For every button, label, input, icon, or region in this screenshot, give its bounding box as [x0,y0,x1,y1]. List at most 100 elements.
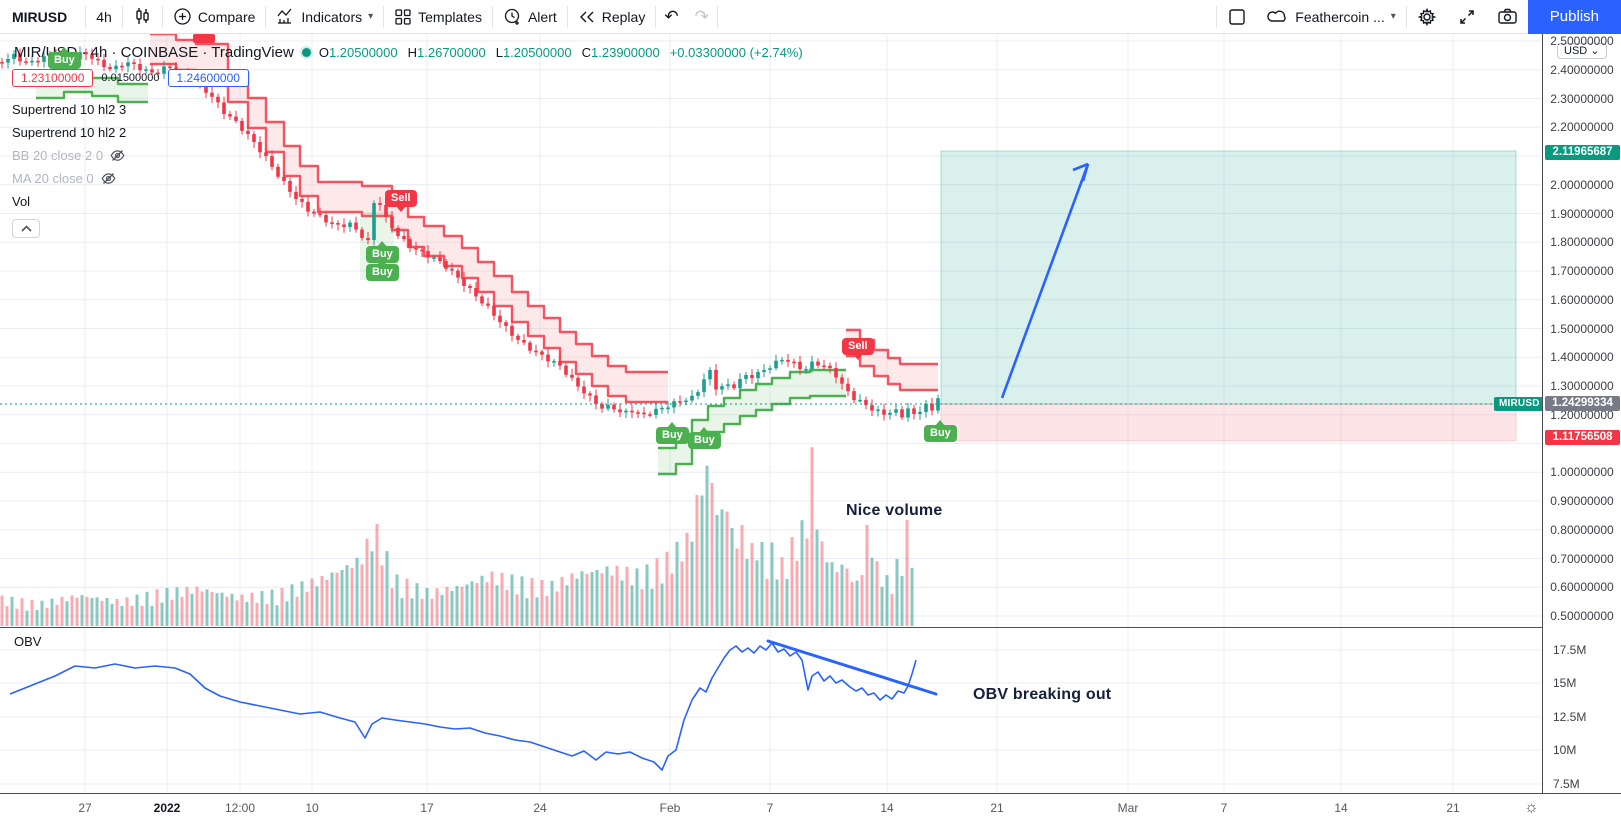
time-tick-label: Feb [659,801,681,815]
price-tick-label: 1.80000000 [1550,235,1614,250]
obv-tick-label: 17.5M [1553,643,1587,657]
obv-tick-label: 15M [1553,676,1577,690]
stop-order-price-label[interactable]: 1.23100000 [12,69,94,87]
legend-item-bb-2[interactable]: BB 20 close 2 0 [12,144,126,167]
price-tick-label: 0.50000000 [1550,609,1614,623]
time-tick-label: 24 [533,801,547,815]
time-tick-label: 7 [766,801,774,815]
chart-area[interactable]: MIR/USD · 4h · COINBASE · TradingView O1… [0,34,1545,793]
fullscreen-icon [1457,7,1477,27]
price-tick-label: 2.30000000 [1550,91,1614,106]
price-tick-label: 0.60000000 [1550,580,1614,595]
templates-button[interactable]: Templates [384,0,492,33]
legend-item-vol-4[interactable]: Vol [12,190,126,213]
price-tick-label: 1.30000000 [1550,379,1614,393]
legend-item-label: Vol [12,194,31,209]
buy-signal-label: Buy [924,420,957,442]
eye-off-icon[interactable] [101,171,116,186]
replay-button[interactable]: Replay [568,0,656,33]
obv-tick-label: 7.5M [1553,777,1580,791]
legend-item-ma-3[interactable]: MA 20 close 0 [12,167,126,190]
eye-off-icon[interactable] [110,148,125,163]
price-tick-label: 1.60000000 [1550,292,1614,307]
ohlc-item: O1.20500000 [318,45,398,60]
volume-annotation-text[interactable]: Nice volume [846,502,943,519]
alert-button[interactable]: Alert [493,0,567,33]
chevron-down-icon: ▾ [1390,11,1396,22]
candles-icon [133,7,152,26]
time-tick-label: 17 [420,801,434,815]
price-tick-label: 0.70000000 [1550,551,1614,566]
divider [383,5,385,28]
legend-item-supertrend-1[interactable]: Supertrend 10 hl2 2 [12,121,126,144]
time-axis[interactable]: ☼ 27 2022 12:00 10 17 24 Feb 7 14 21 Mar 7 14 21 [0,793,1621,827]
price-tick-label: 1.90000000 [1550,206,1614,221]
chevron-down-icon: ▾ [368,11,374,22]
chart-style-button[interactable] [123,0,162,33]
buy-signal-label: Buy [48,47,81,69]
publish-button[interactable]: Publish [1527,0,1621,34]
redo-button[interactable]: ↷ [694,6,709,26]
layout-button[interactable] [1217,0,1257,33]
legend-item-supertrend-0[interactable]: Supertrend 10 hl2 3 [12,98,126,121]
ohlc-values: O1.20500000 H1.26700000 L1.20500000 C1.2390… [319,45,803,60]
alert-clock-icon [503,7,522,26]
price-tick-label: 2.20000000 [1550,120,1614,135]
divider [1405,5,1407,28]
interval-button[interactable]: 4h [96,8,112,25]
time-tick-label: 27 [78,801,92,815]
order-spread-label: 0.01500000 [101,72,160,84]
time-tick-label: 7 [1220,801,1228,815]
divider [265,5,267,28]
buy-signal-label: Buy [656,422,689,444]
undo-button[interactable]: ↶ [664,6,679,26]
price-chart-canvas [0,34,1542,793]
price-badge-stop: 1.11756508 [1545,430,1620,445]
price-tick-label: 1.70000000 [1550,264,1614,278]
ohlc-item: +0.03300000 (+2.74%) [669,45,803,60]
pane-separator[interactable] [0,627,1621,628]
chart-legend-header[interactable]: MIR/USD · 4h · COINBASE · TradingView O1… [14,44,803,61]
divider [655,5,657,28]
settings-button[interactable] [1407,0,1447,33]
fullscreen-button[interactable] [1447,0,1487,33]
cloud-icon [1267,8,1289,26]
legend-item-label: Supertrend 10 hl2 3 [12,102,127,117]
time-tick-label: Mar [1117,801,1139,815]
time-tick-label: 12:00 [224,801,256,815]
symbol-button[interactable]: MIRUSD [12,8,68,25]
obv-annotation-text[interactable]: OBV breaking out [973,686,1112,703]
sell-signal-label: Sell [842,338,874,360]
price-tick-label: 0.80000000 [1550,522,1614,537]
price-axis[interactable]: USD ⌄ 2.50000000 2.40000000 2.30000000 2.20… [1542,34,1621,793]
time-tick-label: 21 [1446,801,1460,815]
price-tick-label: 1.50000000 [1550,321,1614,336]
buy-signal-label: Buy [688,427,721,449]
price-tick-label: 1.20000000 [1550,407,1614,422]
ohlc-item: C1.23900000 [581,45,660,60]
market-status-dot [301,48,311,57]
gear-icon [1417,7,1437,27]
obv-pane-label[interactable]: OBV [14,634,42,649]
indicators-button[interactable]: Indicators ▾ [266,0,383,33]
compare-button[interactable]: Compare [163,0,266,33]
price-tick-label: 2.40000000 [1550,62,1614,77]
legend-item-label: BB 20 close 2 0 [12,148,104,163]
sell-signal-label: Sell [385,190,417,212]
divider [566,5,568,28]
save-layout-button[interactable]: Feathercoin ... ▾ [1257,0,1406,33]
indicators-icon [276,7,295,26]
currency-unit-selector[interactable]: USD ⌄ [1557,43,1607,59]
time-tick-label: 10 [305,801,319,815]
snapshot-button[interactable] [1487,0,1528,33]
axis-settings-icon[interactable]: ☼ [1524,799,1539,816]
top-toolbar: MIRUSD 4h Compare In [0,0,1621,34]
limit-order-price-label[interactable]: 1.24600000 [167,69,249,87]
time-tick-label: 14 [880,801,894,815]
divider [716,5,718,28]
price-tick-label: 0.90000000 [1550,494,1614,508]
obv-tick-label: 10M [1553,743,1577,757]
legend-collapse-button[interactable] [12,219,40,238]
camera-icon [1497,7,1518,26]
indicator-legend: Supertrend 10 hl2 3 Supertrend 10 hl2 2 BB… [12,98,126,238]
